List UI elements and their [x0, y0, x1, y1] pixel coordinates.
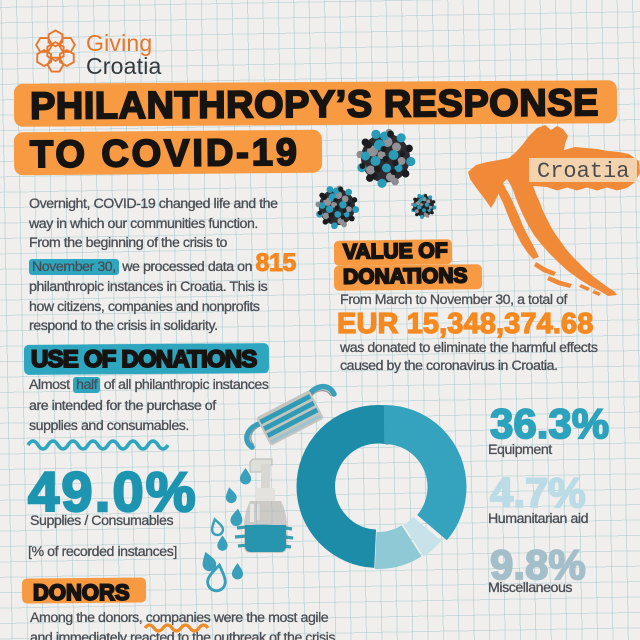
svg-text:Croatia: Croatia [537, 159, 629, 184]
